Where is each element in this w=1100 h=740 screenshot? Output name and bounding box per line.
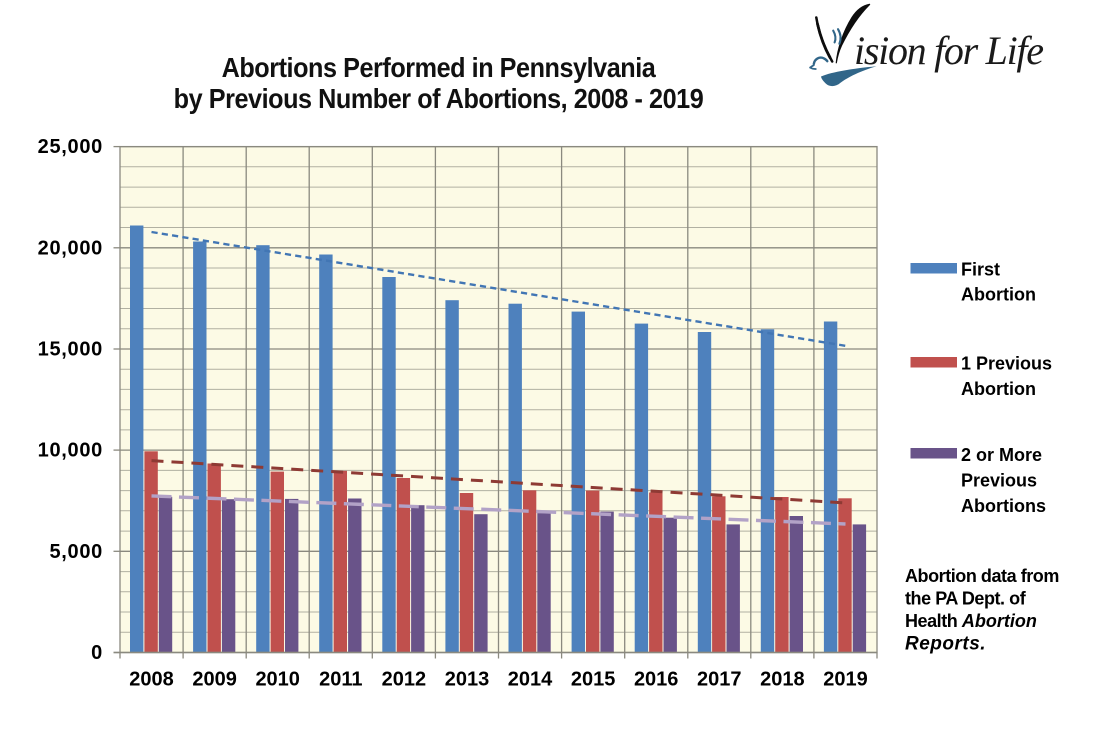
svg-text:2011: 2011 (319, 669, 362, 691)
svg-text:2015: 2015 (571, 669, 616, 691)
svg-text:2014: 2014 (508, 669, 553, 691)
svg-text:Health Abortion: Health Abortion (905, 611, 1037, 631)
svg-text:15,000: 15,000 (38, 339, 103, 361)
svg-text:10,000: 10,000 (38, 440, 103, 462)
svg-text:2013: 2013 (445, 669, 490, 691)
svg-text:20,000: 20,000 (38, 237, 103, 259)
svg-text:1 Previous: 1 Previous (961, 354, 1052, 374)
svg-text:2008: 2008 (129, 669, 174, 691)
svg-text:Previous: Previous (961, 471, 1037, 491)
svg-text:ision for Life: ision for Life (854, 28, 1044, 73)
svg-text:2009: 2009 (192, 669, 237, 691)
svg-text:the PA Dept. of: the PA Dept. of (905, 589, 1027, 609)
svg-text:2017: 2017 (697, 669, 742, 691)
svg-text:Reports.: Reports. (905, 634, 986, 655)
svg-text:2019: 2019 (823, 669, 868, 691)
svg-text:0: 0 (91, 642, 103, 664)
svg-text:Abortion data from: Abortion data from (905, 566, 1059, 586)
svg-text:Abortion: Abortion (961, 379, 1036, 399)
svg-text:2 or More: 2 or More (961, 445, 1042, 465)
svg-text:First: First (961, 260, 1000, 280)
svg-text:25,000: 25,000 (38, 136, 103, 158)
svg-text:2018: 2018 (760, 669, 805, 691)
svg-text:Abortion: Abortion (961, 285, 1036, 305)
svg-text:2012: 2012 (382, 669, 427, 691)
svg-text:2010: 2010 (255, 669, 300, 691)
svg-text:5,000: 5,000 (49, 541, 103, 563)
svg-text:2016: 2016 (634, 669, 679, 691)
svg-text:Abortions: Abortions (961, 496, 1046, 516)
